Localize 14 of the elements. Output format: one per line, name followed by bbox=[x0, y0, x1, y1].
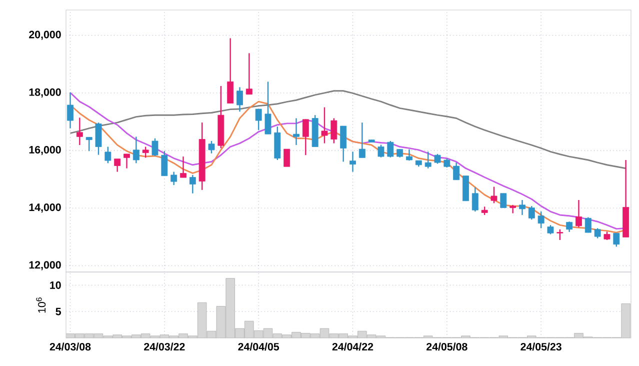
y-tick-label: 16,000 bbox=[29, 146, 61, 156]
x-tick-label: 24/03/08 bbox=[50, 342, 91, 351]
x-tick-label: 24/05/08 bbox=[426, 342, 468, 351]
y-tick-label: 18,000 bbox=[29, 88, 61, 98]
y-tick-label: 12,000 bbox=[29, 261, 61, 270]
y-tick-label: 5 bbox=[56, 308, 61, 316]
x-tick-label: 24/04/22 bbox=[332, 342, 374, 351]
y-tick-label: 14,000 bbox=[29, 204, 61, 213]
y-axis-title: 10$^{6}$ bbox=[36, 298, 46, 313]
y-tick-label: 10 bbox=[50, 281, 61, 289]
x-tick-label: 24/05/23 bbox=[520, 342, 562, 351]
y-tick-label: 20,000 bbox=[29, 30, 61, 40]
x-tick-label: 24/04/05 bbox=[238, 342, 280, 351]
x-tick-label: 24/03/22 bbox=[144, 342, 185, 351]
